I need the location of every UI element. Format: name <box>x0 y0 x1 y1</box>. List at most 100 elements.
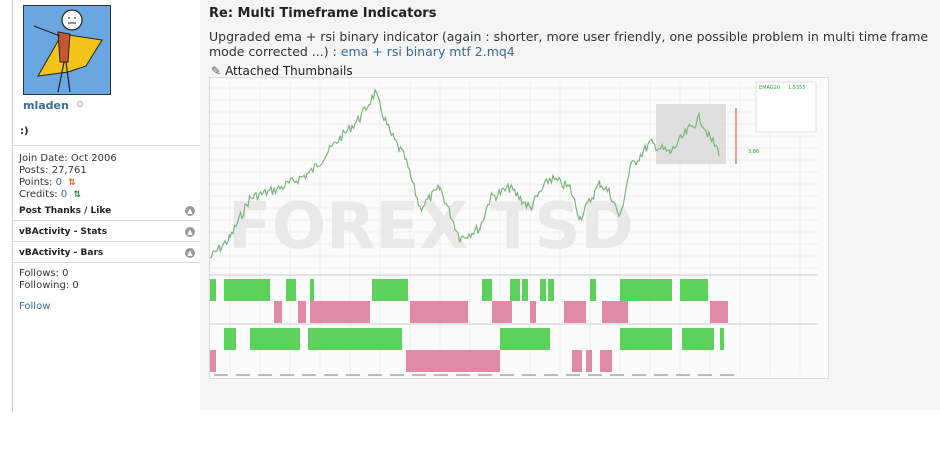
price-label: 3.86 <box>748 149 759 155</box>
follow-link[interactable]: Follow <box>19 301 51 312</box>
following-value: 0 <box>72 280 79 291</box>
online-status-icon <box>77 101 83 107</box>
username-link[interactable]: mladen <box>23 99 69 112</box>
section-vbactivity-stats[interactable]: vBActivity - Stats ▲ <box>19 227 199 237</box>
zoom-box <box>656 104 726 164</box>
time-axis-tick <box>324 374 338 376</box>
attachment-thumbnail[interactable]: FOREX TSD 3.86 EMAG20 1.5355 <box>209 77 829 379</box>
posts-value: 27,761 <box>51 165 87 176</box>
binary-bars-pane-2 <box>210 328 724 372</box>
bar-up <box>224 328 236 350</box>
divider <box>13 262 200 263</box>
bar-up <box>620 279 672 301</box>
bar-up <box>372 279 408 301</box>
bar-down <box>710 301 728 323</box>
time-axis-tick <box>544 374 558 376</box>
time-axis <box>214 374 734 376</box>
time-axis-tick <box>522 374 536 376</box>
bar-up <box>522 279 528 301</box>
panel-value: 1.5355 <box>788 85 806 91</box>
posts-label: Posts: <box>19 165 49 176</box>
bar-up <box>590 279 596 301</box>
bar-down <box>310 301 344 323</box>
follows-value: 0 <box>62 268 69 279</box>
attached-thumbnails-label: Attached Thumbnails <box>225 64 353 78</box>
collapse-icon[interactable]: ▲ <box>185 206 195 216</box>
time-axis-tick <box>456 374 470 376</box>
bar-down <box>586 350 592 372</box>
follow-stats: Follows: 0 Following: 0 <box>19 268 79 292</box>
bar-up <box>540 279 546 301</box>
time-axis-tick <box>676 374 690 376</box>
post-content: Re: Multi Timeframe Indicators Upgraded … <box>200 0 940 410</box>
section-vbactivity-bars[interactable]: vBActivity - Bars ▲ <box>19 248 199 258</box>
divider <box>13 241 200 242</box>
join-date-label: Join Date: <box>19 153 68 164</box>
user-title: :) <box>20 126 29 137</box>
avatar[interactable] <box>23 5 111 95</box>
bar-down <box>210 350 216 372</box>
post-text: Upgraded ema + rsi binary indicator (aga… <box>209 29 929 59</box>
collapse-icon[interactable]: ▲ <box>185 248 195 258</box>
collapse-icon[interactable]: ▲ <box>185 227 195 237</box>
avatar-image <box>24 6 110 94</box>
bar-up <box>310 279 314 301</box>
section-label: vBActivity - Stats <box>19 227 108 237</box>
bar-up <box>308 328 402 350</box>
bar-up <box>510 279 520 301</box>
price-line <box>209 87 720 259</box>
binary-bars-pane-1 <box>210 279 728 323</box>
info-panel: EMAG20 1.5355 <box>755 81 817 133</box>
join-date-row: Join Date: Oct 2006 <box>19 153 117 165</box>
time-axis-tick <box>654 374 668 376</box>
paperclip-icon: ✎ <box>211 64 222 78</box>
bar-up <box>210 279 216 301</box>
points-value[interactable]: 0 <box>55 177 62 188</box>
time-axis-tick <box>478 374 492 376</box>
time-axis-tick <box>434 374 448 376</box>
points-label: Points: <box>19 177 53 188</box>
bar-down <box>492 301 512 323</box>
time-axis-tick <box>302 374 316 376</box>
bar-down <box>600 350 612 372</box>
points-row: Points: 0 ⇅ <box>19 177 117 189</box>
bar-up <box>250 328 300 350</box>
bar-up <box>500 328 550 350</box>
bar-down <box>274 301 282 323</box>
bar-down <box>344 301 370 323</box>
following-label: Following: <box>19 280 70 291</box>
time-axis-tick <box>566 374 580 376</box>
time-axis-tick <box>236 374 250 376</box>
bar-up <box>224 279 270 301</box>
bar-down <box>622 301 628 323</box>
follows-label: Follows: <box>19 268 59 279</box>
follows-row: Follows: 0 <box>19 268 79 280</box>
watermark-text: FOREX TSD <box>228 190 634 264</box>
following-row: Following: 0 <box>19 280 79 292</box>
bar-up <box>286 279 296 301</box>
bar-up <box>482 279 492 301</box>
bar-up <box>682 328 714 350</box>
bar-down <box>564 301 586 323</box>
time-axis-tick <box>280 374 294 376</box>
bar-down <box>572 350 582 372</box>
posts-row: Posts: 27,761 <box>19 165 117 177</box>
divider <box>13 145 200 146</box>
time-axis-tick <box>632 374 646 376</box>
time-axis-tick <box>346 374 360 376</box>
time-axis-tick <box>214 374 228 376</box>
section-label: vBActivity - Bars <box>19 248 104 258</box>
time-axis-tick <box>258 374 272 376</box>
bar-up <box>548 279 554 301</box>
time-axis-tick <box>698 374 712 376</box>
time-axis-tick <box>500 374 514 376</box>
section-label: Post Thanks / Like <box>19 206 112 216</box>
section-post-thanks[interactable]: Post Thanks / Like ▲ <box>19 206 199 216</box>
bar-down <box>602 301 622 323</box>
credits-arrows-icon: ⇅ <box>73 190 81 200</box>
attachment-link[interactable]: ema + rsi binary mtf 2.mq4 <box>340 44 515 59</box>
time-axis-tick <box>588 374 602 376</box>
post-body: Upgraded ema + rsi binary indicator (aga… <box>209 29 934 59</box>
bar-down <box>406 350 500 372</box>
credits-value[interactable]: 0 <box>60 189 68 200</box>
